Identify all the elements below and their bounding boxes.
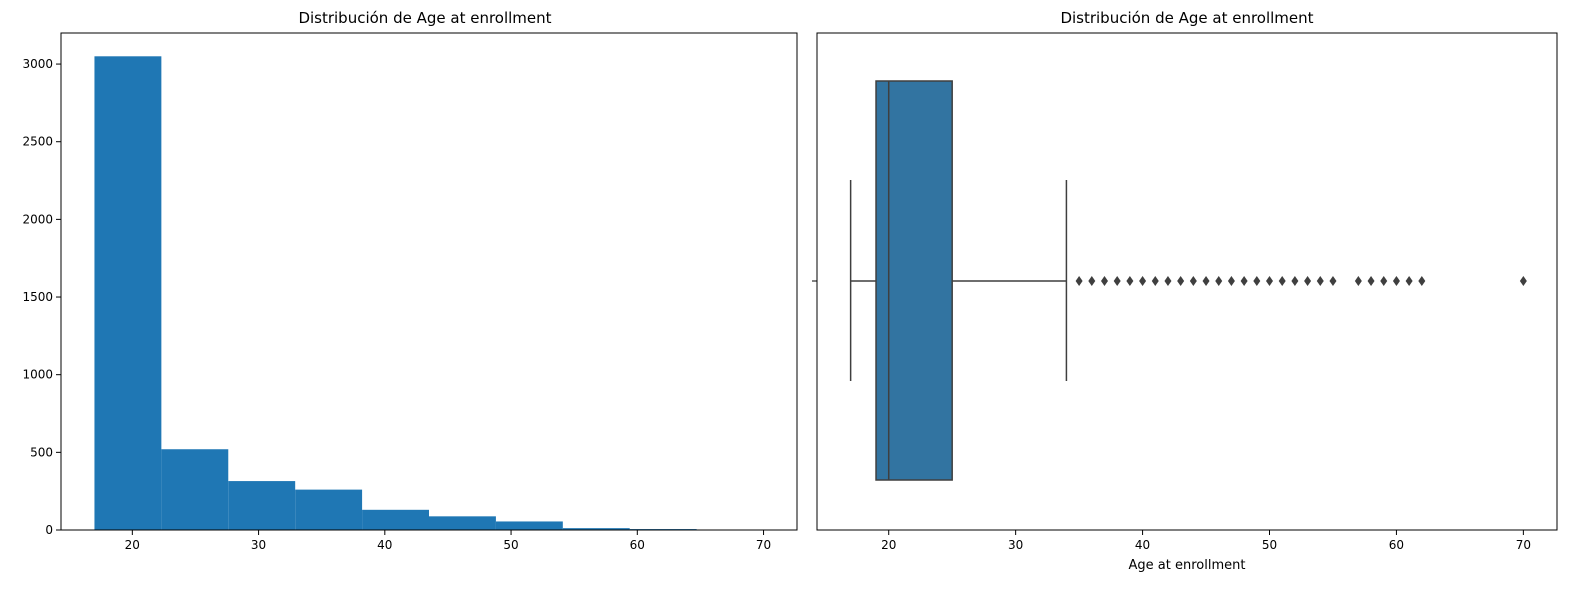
- boxplot-outlier-point: [1392, 276, 1400, 286]
- histogram-x-tick-label: 20: [125, 538, 140, 552]
- boxplot-outlier-point: [1126, 276, 1134, 286]
- boxplot-outlier-point: [1405, 276, 1413, 286]
- boxplot-outlier-point: [1100, 276, 1108, 286]
- histogram-bar: [228, 481, 296, 530]
- histogram-y-tick-label: 0: [45, 523, 53, 537]
- boxplot-outlier-point: [1088, 276, 1096, 286]
- histogram-y-tick-label: 2000: [22, 212, 53, 226]
- boxplot-elements: [849, 80, 1527, 481]
- boxplot-x-tick-label: 70: [1516, 538, 1531, 552]
- boxplot-outlier-point: [1202, 276, 1210, 286]
- boxplot-outlier-point: [1316, 276, 1324, 286]
- boxplot-box: [875, 80, 953, 481]
- histogram-bar: [562, 528, 630, 530]
- boxplot-outlier-point: [1075, 276, 1083, 286]
- boxplot-x-axis: 20 30 40 50 60 70: [881, 530, 1531, 552]
- histogram-y-tick-label: 500: [30, 445, 53, 459]
- histogram-x-tick-label: 50: [503, 538, 518, 552]
- boxplot-x-tick-label: 20: [881, 538, 896, 552]
- boxplot-x-tick-label: 60: [1389, 538, 1404, 552]
- histogram-bar: [429, 516, 496, 530]
- boxplot-outlier-point: [1278, 276, 1286, 286]
- boxplot-outlier-point: [1164, 276, 1172, 286]
- boxplot-outlier-point: [1240, 276, 1248, 286]
- histogram-y-axis: 0 500 1000 1500 2000 2500 3000: [22, 57, 61, 537]
- boxplot-x-tick-label: 30: [1008, 538, 1023, 552]
- histogram-x-tick-label: 70: [756, 538, 771, 552]
- boxplot-outlier-point: [1354, 276, 1362, 286]
- histogram-bar: [495, 521, 563, 530]
- boxplot-outlier-point: [1139, 276, 1147, 286]
- histogram-x-axis: 20 30 40 50 60 70: [125, 530, 771, 552]
- boxplot-outlier-point: [1418, 276, 1426, 286]
- boxplot-outlier-point: [1304, 276, 1312, 286]
- histogram-y-tick-label: 1500: [22, 290, 53, 304]
- boxplot-title: Distribución de Age at enrollment: [1060, 9, 1313, 27]
- boxplot-outlier-point: [1113, 276, 1121, 286]
- boxplot-axes-frame: [816, 32, 1558, 531]
- histogram-y-tick-label: 2500: [22, 135, 53, 149]
- boxplot-outlier-point: [1329, 276, 1337, 286]
- boxplot-x-tick-label: 50: [1262, 538, 1277, 552]
- histogram-bar: [362, 509, 429, 530]
- histogram-bars: [94, 56, 764, 530]
- boxplot-x-tick-label: 40: [1135, 538, 1150, 552]
- boxplot-panel: Distribución de Age at enrollment 20 30 40…: [812, 9, 1558, 573]
- boxplot-outlier-point: [1519, 276, 1527, 286]
- boxplot-outlier-point: [1227, 276, 1235, 286]
- histogram-x-tick-label: 30: [251, 538, 266, 552]
- boxplot-outlier-point: [1253, 276, 1261, 286]
- histogram-bar: [94, 56, 162, 530]
- histogram-x-tick-label: 60: [630, 538, 645, 552]
- histogram-title: Distribución de Age at enrollment: [298, 9, 551, 27]
- boxplot-x-axis-label: Age at enrollment: [1129, 558, 1246, 573]
- histogram-y-tick-label: 3000: [22, 57, 53, 71]
- boxplot-outlier-point: [1380, 276, 1388, 286]
- boxplot-outlier-point: [1215, 276, 1223, 286]
- histogram-axes-frame: [60, 32, 798, 531]
- boxplot-outlier-point: [1291, 276, 1299, 286]
- boxplot-outlier-point: [1189, 276, 1197, 286]
- boxplot-outlier-point: [1177, 276, 1185, 286]
- histogram-x-tick-label: 40: [377, 538, 392, 552]
- histogram-y-tick-label: 1000: [22, 368, 53, 382]
- boxplot-outlier-point: [1367, 276, 1375, 286]
- histogram-bar: [161, 449, 229, 530]
- histogram-panel: Distribución de Age at enrollment 20 30 40…: [22, 9, 798, 552]
- boxplot-outlier-point: [1151, 276, 1159, 286]
- boxplot-outlier-point: [1266, 276, 1274, 286]
- histogram-bar: [295, 489, 363, 530]
